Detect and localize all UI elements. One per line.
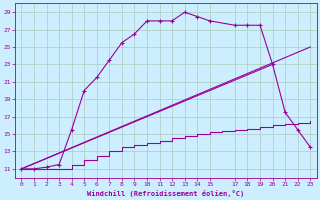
X-axis label: Windchill (Refroidissement éolien,°C): Windchill (Refroidissement éolien,°C)	[87, 190, 244, 197]
